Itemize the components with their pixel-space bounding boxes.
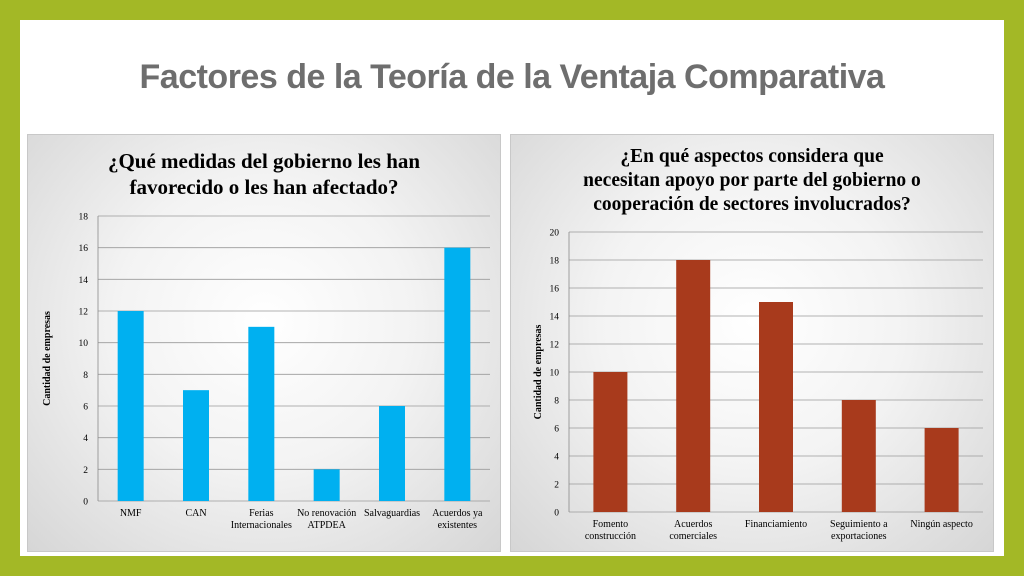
bar xyxy=(117,311,144,501)
x-category-label: Acuerdos xyxy=(674,519,712,530)
x-category-label: Salvaguardias xyxy=(364,508,420,519)
bar xyxy=(444,247,471,501)
x-category-label: Ferias xyxy=(249,508,274,519)
y-tick-label: 16 xyxy=(79,244,89,254)
x-category-label: NMF xyxy=(120,508,142,519)
y-tick-label: 8 xyxy=(83,371,88,381)
x-category-label: ATPDEA xyxy=(307,520,346,531)
chart-panel-medidas-gobierno: ¿Qué medidas del gobierno les han favore… xyxy=(27,134,501,552)
x-category-label: Seguimiento a xyxy=(830,519,888,530)
x-category-label: No renovación xyxy=(297,508,356,519)
y-tick-label: 10 xyxy=(550,369,560,379)
y-tick-label: 2 xyxy=(554,481,559,491)
y-tick-label: 0 xyxy=(554,509,559,519)
chart-title-line: favorecido o les han afectado? xyxy=(129,174,399,199)
x-category-label: Financiamiento xyxy=(745,519,807,530)
y-axis-label: Cantidad de empresas xyxy=(42,311,53,406)
y-axis-label: Cantidad de empresas xyxy=(533,324,544,419)
bar xyxy=(248,326,275,501)
y-tick-label: 4 xyxy=(554,453,559,463)
bar xyxy=(676,260,711,512)
x-category-label: construcción xyxy=(585,531,636,542)
x-category-label: comerciales xyxy=(669,531,717,542)
y-tick-label: 20 xyxy=(550,229,560,239)
chart-title: ¿En qué aspectos considera que necesitan… xyxy=(511,145,993,216)
y-tick-label: 0 xyxy=(83,498,88,508)
y-tick-label: 16 xyxy=(550,285,560,295)
slide-title: Factores de la Teoría de la Ventaja Comp… xyxy=(139,58,885,96)
bar xyxy=(924,428,959,512)
y-tick-label: 2 xyxy=(83,466,88,476)
x-category-label: Fomento xyxy=(593,519,629,530)
chart-title-line: ¿Qué medidas del gobierno les han xyxy=(107,149,421,173)
bar-chart-aspectos-apoyo: 0 2 4 6 8 10 12 14 16 18 20 Cantidad de empresas Fom… xyxy=(533,229,983,542)
bar xyxy=(759,302,793,512)
chart-title-line: cooperación de sectores involucrados? xyxy=(593,193,911,215)
chart-title-line: ¿En qué aspectos considera que xyxy=(620,146,884,167)
y-tick-label: 12 xyxy=(79,308,89,318)
y-tick-label: 8 xyxy=(554,397,559,407)
y-tick-label: 10 xyxy=(79,339,89,349)
chart-panel-aspectos-apoyo: ¿En qué aspectos considera que necesitan… xyxy=(510,134,994,552)
y-tick-label: 18 xyxy=(79,213,89,223)
y-tick-label: 14 xyxy=(550,313,560,323)
y-tick-label: 14 xyxy=(79,276,89,286)
bar xyxy=(183,390,209,501)
y-tick-label: 12 xyxy=(550,341,560,351)
y-tick-label: 6 xyxy=(83,403,88,413)
bar xyxy=(841,400,876,512)
slide: Factores de la Teoría de la Ventaja Comp… xyxy=(20,20,1004,556)
bar xyxy=(313,469,340,501)
x-category-label: Ningún aspecto xyxy=(910,519,973,530)
chart-title-line: necesitan apoyo por parte del gobierno o xyxy=(583,169,921,191)
chart-title: ¿Qué medidas del gobierno les han favore… xyxy=(28,149,500,200)
x-category-label: existentes xyxy=(438,520,478,531)
x-category-label: Internacionales xyxy=(231,520,292,531)
bar xyxy=(379,406,405,501)
y-tick-label: 6 xyxy=(554,425,559,435)
bar xyxy=(593,372,628,512)
y-tick-label: 4 xyxy=(83,434,88,444)
x-category-label: exportaciones xyxy=(831,531,887,542)
x-category-label: Acuerdos ya xyxy=(432,508,483,519)
y-tick-label: 18 xyxy=(550,257,560,267)
x-category-label: CAN xyxy=(185,508,206,519)
bar-chart-medidas-gobierno: 0 2 4 6 8 10 12 14 16 18 Cantidad de empresas NMF CA… xyxy=(42,213,490,531)
